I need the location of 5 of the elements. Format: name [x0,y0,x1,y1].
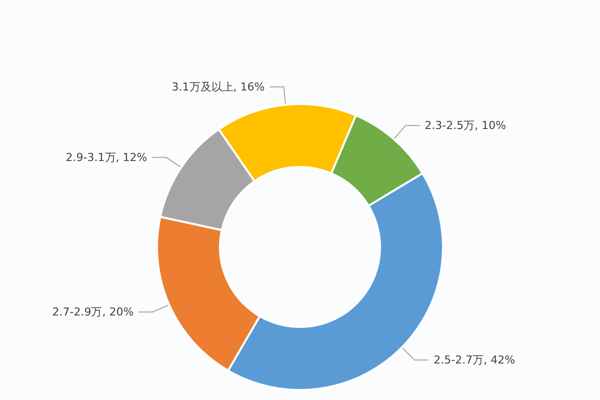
slice-label: 2.9-3.1万, 12% [66,150,148,164]
slice-label: 2.7-2.9万, 20% [52,305,134,318]
slice-label: 3.1万及以上, 16% [172,80,265,94]
slice-label: 2.3-2.5万, 10% [424,118,506,132]
slice-label: 2.5-2.7万, 42% [434,354,516,367]
